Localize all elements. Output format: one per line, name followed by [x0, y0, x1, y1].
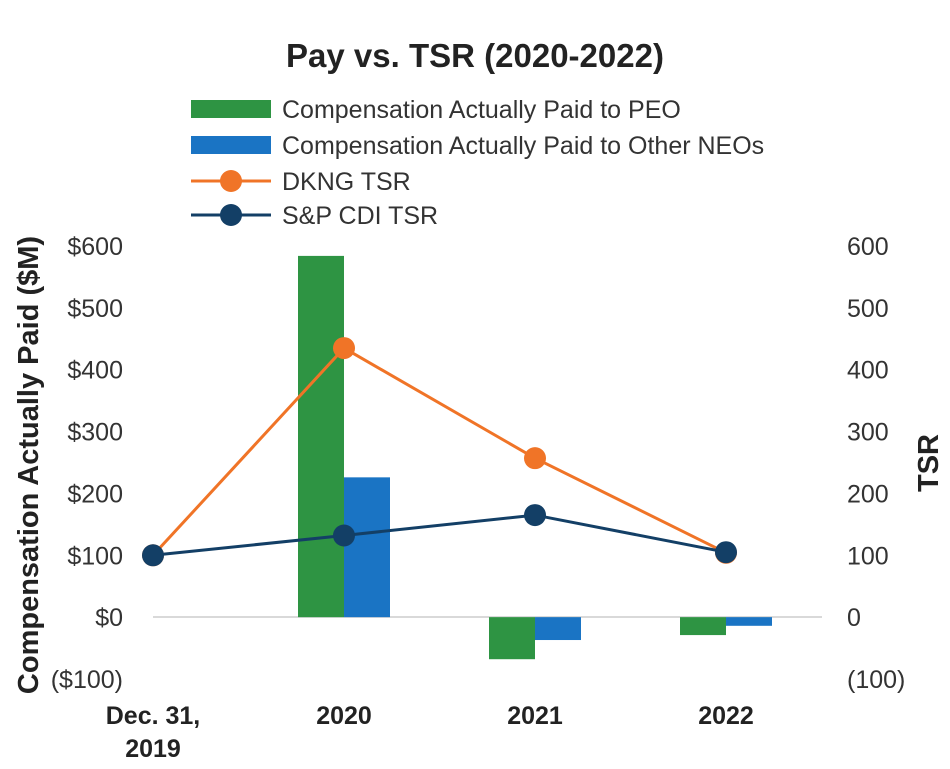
y2-tick-label: (100): [847, 666, 905, 694]
legend-swatch: [191, 136, 271, 154]
x-axis-ticks: Dec. 31, 2019 2020 2021 2022: [106, 702, 754, 763]
bar: [535, 617, 581, 641]
y2-tick-label: 0: [847, 604, 861, 632]
y-tick-label: $600: [67, 233, 123, 261]
series-line: [151, 346, 727, 557]
data-point: [333, 337, 355, 360]
y-tick-label: $0: [95, 604, 123, 632]
legend-label: DKNG TSR: [282, 168, 411, 196]
y2-axis-ticks: (100) 0 100 200 300 400 500 600: [847, 233, 905, 694]
y-tick-label: $400: [67, 357, 123, 385]
bar: [344, 477, 390, 618]
data-point: [524, 504, 546, 527]
x-tick-label: Dec. 31,: [106, 702, 201, 730]
legend-swatch-marker: [220, 170, 242, 192]
bar: [726, 617, 772, 626]
legend-swatch-marker: [220, 204, 242, 226]
bar-series: [298, 255, 772, 660]
x-tick-label: 2021: [507, 702, 563, 730]
y2-axis-title: TSR: [913, 434, 945, 492]
y2-tick-label: 600: [847, 233, 889, 261]
y2-tick-label: 100: [847, 542, 889, 570]
data-point: [142, 544, 164, 567]
y2-tick-label: 400: [847, 357, 889, 385]
y-axis-ticks: ($100) $0 $100 $200 $300 $400 $500 $600: [51, 233, 123, 694]
y-tick-label: $300: [67, 419, 123, 447]
x-tick-label: 2019: [125, 735, 181, 763]
data-point: [715, 541, 737, 564]
y2-tick-label: 500: [847, 295, 889, 323]
line-series: [142, 337, 737, 567]
legend-label: Compensation Actually Paid to Other NEOs: [282, 132, 764, 160]
y-tick-label: $500: [67, 295, 123, 323]
y-tick-label: $100: [67, 542, 123, 570]
legend: Compensation Actually Paid to PEO Compens…: [191, 96, 764, 230]
series-line: [152, 513, 727, 557]
bar: [680, 617, 726, 636]
data-point: [524, 447, 546, 470]
chart-title: Pay vs. TSR (2020-2022): [286, 37, 664, 74]
legend-label: Compensation Actually Paid to PEO: [282, 96, 681, 124]
data-point: [333, 524, 355, 547]
bar: [298, 255, 344, 618]
y2-tick-label: 300: [847, 419, 889, 447]
y-tick-label: $200: [67, 480, 123, 508]
bar: [489, 617, 535, 660]
legend-swatch: [191, 100, 271, 118]
x-tick-label: 2020: [316, 702, 372, 730]
y2-tick-label: 200: [847, 480, 889, 508]
legend-label: S&P CDI TSR: [282, 202, 438, 230]
x-tick-label: 2022: [698, 702, 754, 730]
y-axis-title: Compensation Actually Paid ($M): [13, 236, 45, 694]
y-tick-label: ($100): [51, 666, 123, 694]
